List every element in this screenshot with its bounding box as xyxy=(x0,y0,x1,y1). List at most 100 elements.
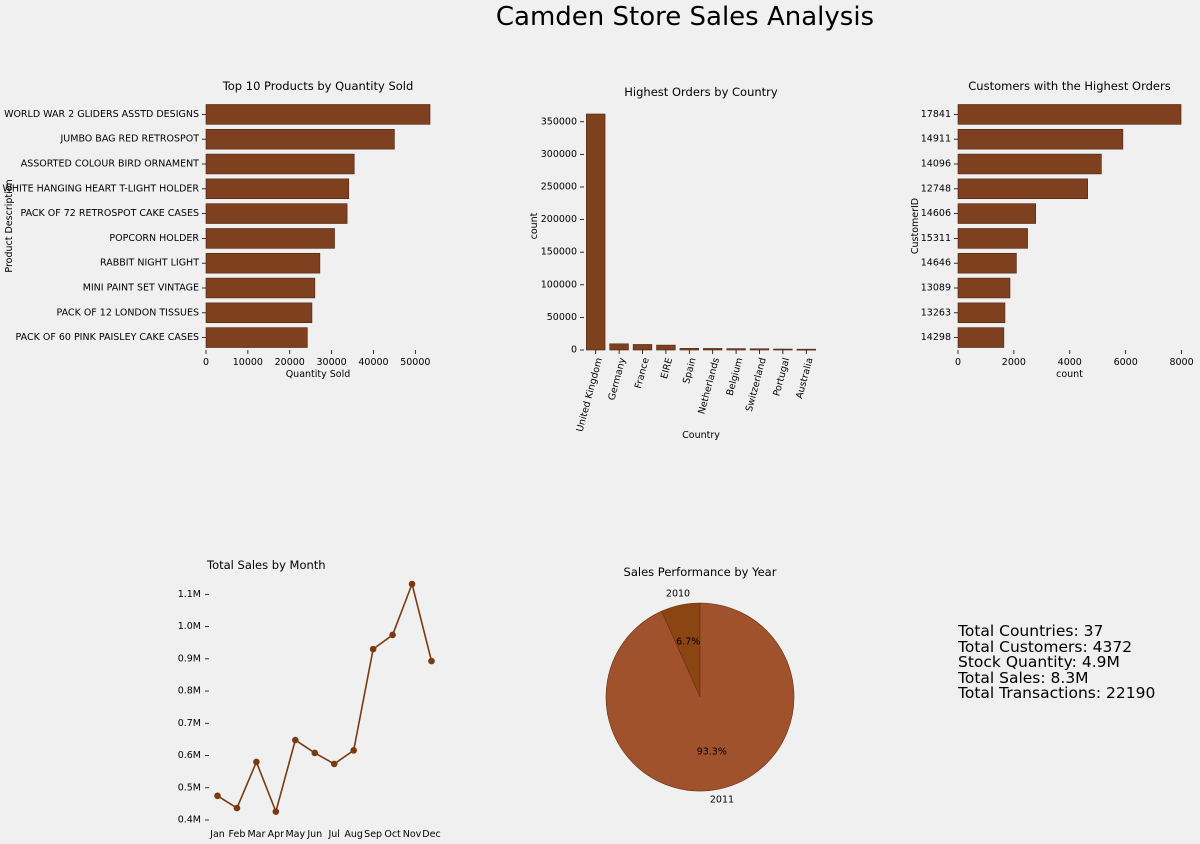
stat-customers: Total Customers: 4372 xyxy=(958,637,1133,656)
chart4-point xyxy=(408,580,416,588)
chart1-bar xyxy=(205,128,395,150)
chart5-slice xyxy=(605,602,795,792)
chart1-ytick-label: JUMBO BAG RED RETROSPOT xyxy=(60,134,200,145)
chart3-ytick-label: 14298 xyxy=(921,332,951,343)
chart2-ytick-label: 0 xyxy=(571,345,577,356)
chart3-ytick-label: 12748 xyxy=(921,183,951,194)
stat-total-sales: Total Sales: 8.3M xyxy=(958,668,1089,687)
chart1-bar xyxy=(205,153,355,175)
chart4-point xyxy=(389,631,396,639)
chart2-ytick-label: 300000 xyxy=(541,149,577,160)
chart3-xtick-label: 4000 xyxy=(1058,357,1082,368)
chart5-label: 2011 xyxy=(710,794,734,805)
chart1-title: Top 10 Products by Quantity Sold xyxy=(222,79,414,93)
chart2-xtick-label: Belgium xyxy=(725,357,746,397)
chart5-label: 2010 xyxy=(666,589,690,600)
chart4-xtick-label: Mar xyxy=(247,829,265,840)
page-title: Camden Store Sales Analysis xyxy=(495,2,875,32)
chart2-title: Highest Orders by Country xyxy=(624,85,778,99)
chart2-ytick-label: 150000 xyxy=(541,247,577,258)
chart2-ytick-label: 100000 xyxy=(541,279,577,290)
stat-countries: Total Countries: 37 xyxy=(958,622,1104,640)
chart3-ytick-label: 15311 xyxy=(921,233,951,244)
chart4-xtick-label: Jun xyxy=(306,829,322,840)
chart3-bar xyxy=(957,277,1011,299)
chart3-ytick-label: 17841 xyxy=(921,109,951,120)
chart4-xtick-label: May xyxy=(285,829,305,840)
chart1-bar xyxy=(205,302,313,324)
chart4-ytick-label: 0.4M xyxy=(178,815,201,826)
chart5-title: Sales Performance by Year xyxy=(624,565,777,579)
chart1-xlabel: Quantity Sold xyxy=(286,369,351,380)
chart2-xtick-label: Spain xyxy=(681,357,698,385)
summary-stats: Total Countries: 37 Total Customers: 437… xyxy=(958,622,1156,702)
chart1-xtick-label: 20000 xyxy=(275,357,305,368)
chart3-bar xyxy=(957,228,1028,249)
chart4-ytick-label: 0.8M xyxy=(178,686,201,697)
chart4-ytick-label: 0.5M xyxy=(178,782,201,793)
chart1-ytick-label: ASSORTED COLOUR BIRD ORNAMENT xyxy=(21,159,199,170)
chart1-ytick-label: MINI PAINT SET VINTAGE xyxy=(83,283,199,294)
stat-stock-quantity: Stock Quantity: 4.9M xyxy=(958,653,1120,671)
chart2-xtick-label: France xyxy=(633,356,652,390)
chart1-ytick-label: POPCORN HOLDER xyxy=(109,233,199,244)
chart4-point xyxy=(369,645,377,653)
chart2-bar xyxy=(773,348,793,351)
chart2-xtick-label: Portugal xyxy=(771,357,792,398)
chart2-xtick-label: EIRE xyxy=(659,357,675,381)
chart5-pct-label: 6.7% xyxy=(676,636,700,647)
chart2-bar xyxy=(749,348,770,351)
chart3-bar xyxy=(957,203,1036,224)
chart3-title: Customers with the Highest Orders xyxy=(968,79,1170,93)
chart2-xtick-label: United Kingdom xyxy=(575,357,605,434)
chart3-bar xyxy=(957,153,1102,175)
chart3-bar xyxy=(957,252,1017,274)
chart3-xtick-label: 0 xyxy=(955,357,961,368)
chart2-xtick-label: Netherlands xyxy=(696,357,722,416)
chart2-bar xyxy=(586,113,606,351)
chart2-bar xyxy=(632,344,653,351)
chart3-xtick-label: 2000 xyxy=(1002,357,1026,368)
chart2-xtick-label: Germany xyxy=(606,356,628,401)
chart3-ytick-label: 13089 xyxy=(921,283,951,294)
chart3-ytick-label: 14606 xyxy=(921,208,951,219)
chart1-ytick-label: WHITE HANGING HEART T-LIGHT HOLDER xyxy=(2,183,199,194)
chart4-ytick-label: 1.1M xyxy=(178,589,201,600)
chart4-xtick-label: Apr xyxy=(268,829,285,840)
chart5-pct-label: 93.3% xyxy=(697,747,727,758)
chart4-point xyxy=(214,792,221,800)
chart4-xtick-label: Dec xyxy=(422,829,440,840)
chart1-ylabel: Product Description xyxy=(4,179,15,272)
chart4-point xyxy=(292,736,299,744)
chart3-bar xyxy=(957,104,1182,125)
chart4-point xyxy=(272,808,280,815)
chart1-xtick-label: 50000 xyxy=(400,357,430,368)
chart2-bar xyxy=(656,344,676,351)
chart1-bar xyxy=(205,104,431,125)
stat-total-transactions: Total Transactions: 22190 xyxy=(958,684,1156,702)
chart4-xtick-label: Aug xyxy=(344,829,363,840)
chart4-point xyxy=(253,758,260,766)
chart3-bar xyxy=(957,128,1124,150)
chart4-ytick-label: 1.0M xyxy=(178,621,201,632)
chart1-ytick-label: PACK OF 12 LONDON TISSUES xyxy=(56,307,199,318)
chart2-ytick-label: 350000 xyxy=(541,116,577,127)
chart1-ytick-label: WORLD WAR 2 GLIDERS ASSTD DESIGNS xyxy=(4,109,199,120)
chart2-bar xyxy=(726,348,746,351)
chart2-bar xyxy=(703,348,723,351)
chart4-xtick-label: Jan xyxy=(209,829,225,840)
chart4-point xyxy=(350,747,357,754)
chart1-ytick-label: PACK OF 72 RETROSPOT CAKE CASES xyxy=(20,208,199,219)
chart1-xtick-label: 40000 xyxy=(358,357,388,368)
chart1-xtick-label: 30000 xyxy=(316,357,346,368)
chart3-bar xyxy=(957,302,1006,324)
chart4-ytick-label: 0.6M xyxy=(178,750,201,761)
chart2-ytick-label: 250000 xyxy=(541,181,577,192)
chart4-xtick-label: Nov xyxy=(403,829,422,840)
chart4-point xyxy=(330,760,338,768)
chart3-xtick-label: 6000 xyxy=(1114,357,1138,368)
chart4-xtick-label: Sep xyxy=(364,829,382,840)
chart1-bar xyxy=(205,178,350,200)
chart4-ytick-label: 0.7M xyxy=(178,718,201,729)
